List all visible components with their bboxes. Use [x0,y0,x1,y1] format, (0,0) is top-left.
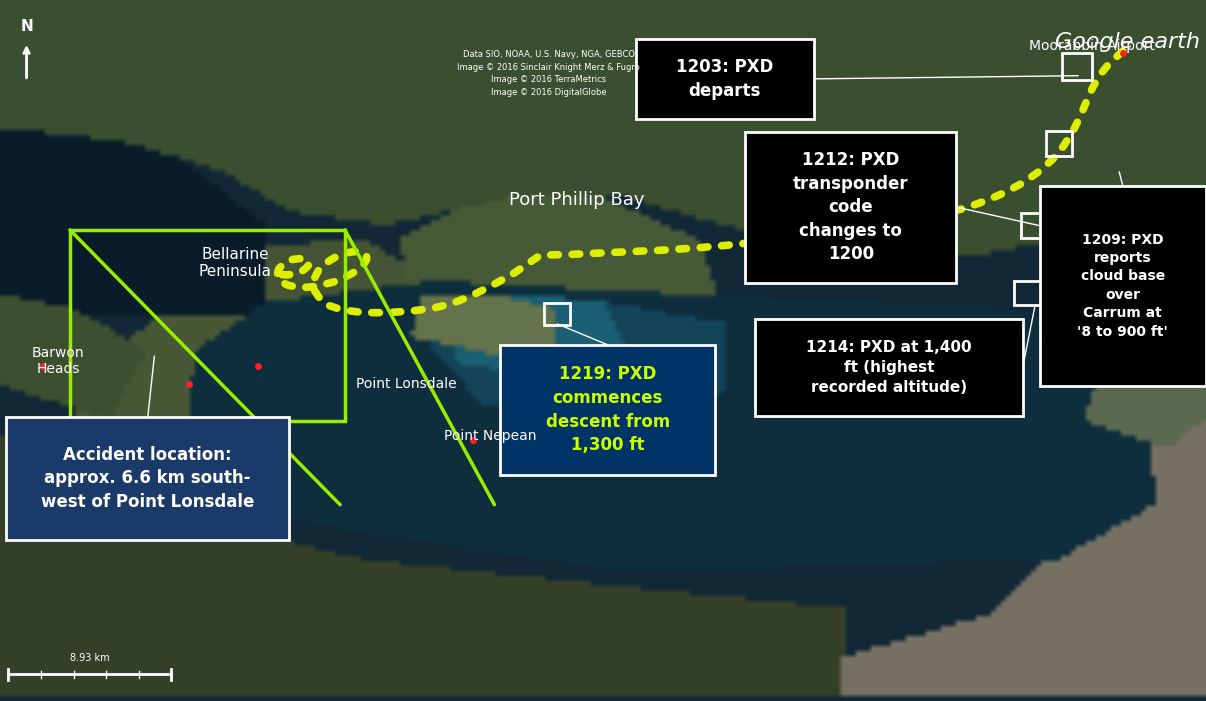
Text: 1209: PXD
reports
cloud base
over
Carrum at
'8 to 900 ft': 1209: PXD reports cloud base over Carrum… [1077,233,1169,339]
Text: 1203: PXD
departs: 1203: PXD departs [677,58,773,100]
Bar [1040,186,1206,386]
Text: Port Phillip Bay: Port Phillip Bay [509,191,644,209]
Text: 1219: PXD
commences
descent from
1,300 ft: 1219: PXD commences descent from 1,300 f… [545,365,671,454]
Bar [544,303,570,325]
Text: Data SIO, NOAA, U.S. Navy, NGA, GEBCO
Image © 2016 Sinclair Knight Merz & Fugro
: Data SIO, NOAA, U.S. Navy, NGA, GEBCO Im… [457,50,640,97]
Text: Google earth: Google earth [1055,32,1200,52]
Bar [636,39,814,119]
Bar [1062,53,1093,80]
Text: 8.93 km: 8.93 km [70,653,110,663]
Bar [6,417,289,540]
Bar [70,230,345,421]
Bar [745,132,956,283]
Bar [755,319,1023,416]
Text: Point Lonsdale: Point Lonsdale [356,377,456,391]
Bar [1014,280,1041,305]
Bar [500,345,715,475]
Text: Bellarine
Peninsula: Bellarine Peninsula [199,247,271,279]
Bar [1021,213,1048,238]
Text: Accident location:
approx. 6.6 km south-
west of Point Lonsdale: Accident location: approx. 6.6 km south-… [41,446,254,511]
Text: Point Nepean: Point Nepean [444,429,537,443]
Text: 1212: PXD
transponder
code
changes to
1200: 1212: PXD transponder code changes to 12… [794,151,908,264]
Text: 1214: PXD at 1,400
ft (highest
recorded altitude): 1214: PXD at 1,400 ft (highest recorded … [806,340,972,395]
Text: Barwon
Heads: Barwon Heads [31,346,84,376]
Text: N: N [21,19,33,34]
Text: Moorabbin Airport: Moorabbin Airport [1030,39,1155,53]
Bar [1046,132,1072,156]
